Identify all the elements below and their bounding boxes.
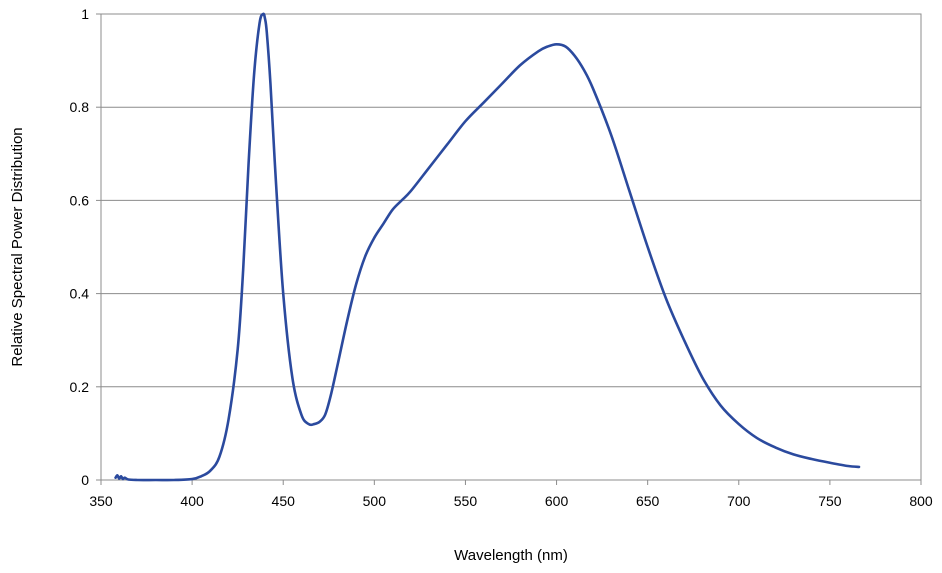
plot-area-frame [100, 13, 922, 481]
y-tick-label: 0 [81, 472, 89, 488]
y-tick-label: 0.6 [70, 192, 90, 208]
x-axis-ticks: 350 400 450 500 550 600 650 700 750 800 [89, 480, 933, 509]
y-tick-label: 0.8 [70, 99, 90, 115]
x-axis-title: Wavelength (nm) [454, 547, 568, 564]
y-tick-label: 1 [81, 6, 89, 22]
x-tick-label: 350 [89, 493, 113, 509]
x-tick-label: 650 [636, 493, 660, 509]
spectrum-line [114, 12, 861, 482]
gridlines [101, 13, 921, 481]
x-tick-label: 750 [818, 493, 842, 509]
x-tick-label: 600 [545, 493, 569, 509]
x-tick-label: 450 [272, 493, 296, 509]
y-tick-label: 0.2 [70, 379, 90, 395]
series-layer [114, 12, 861, 482]
y-axis-ticks: 0 0.2 0.4 0.6 0.8 1 [70, 6, 101, 488]
x-tick-label: 550 [454, 493, 478, 509]
y-axis-title: Relative Spectral Power Distribution [9, 127, 26, 366]
x-tick-label: 400 [180, 493, 204, 509]
y-tick-label: 0.4 [70, 286, 90, 302]
x-tick-label: 500 [363, 493, 387, 509]
x-tick-label: 800 [909, 493, 933, 509]
x-tick-label: 700 [727, 493, 751, 509]
